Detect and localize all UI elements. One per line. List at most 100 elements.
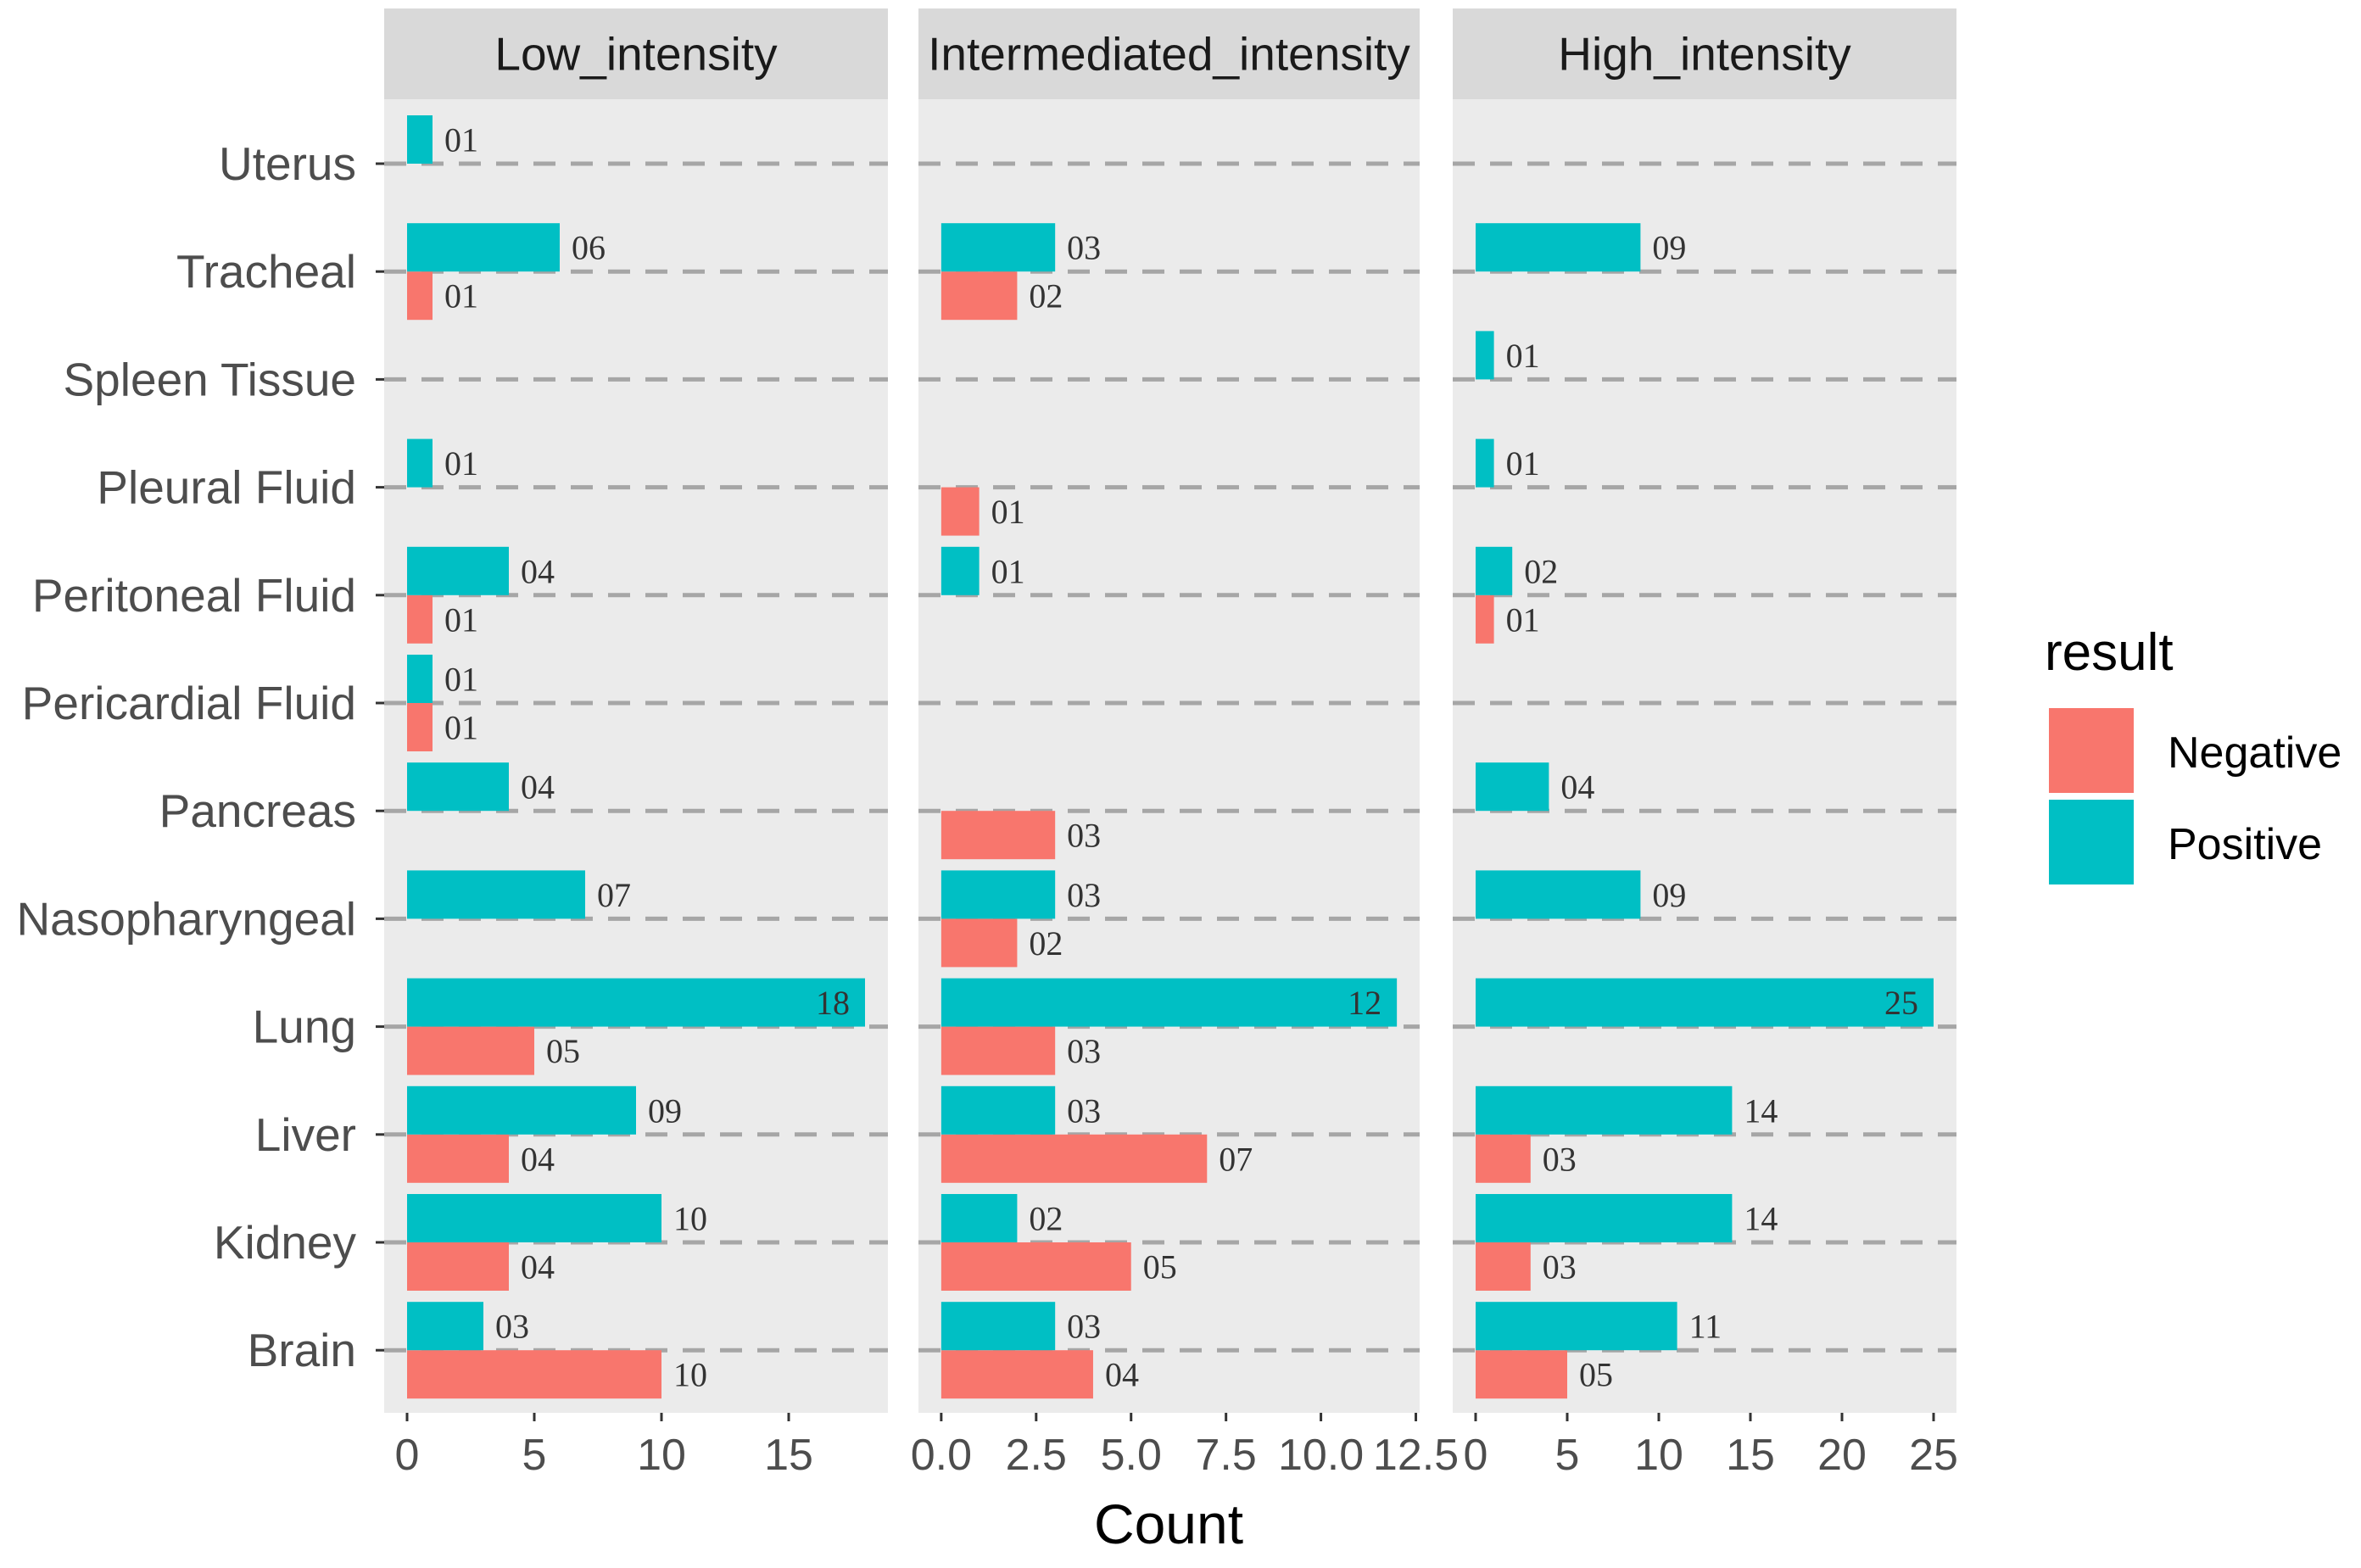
bar-negative-pancreas bbox=[940, 811, 1056, 860]
bar-negative-lung bbox=[407, 1026, 534, 1075]
x-axis: 0 5 10 15 bbox=[395, 1413, 813, 1480]
bar-positive-brain bbox=[407, 1302, 483, 1351]
bar-negative-tracheal bbox=[407, 271, 433, 321]
x-tick-label: 10.0 bbox=[1278, 1431, 1364, 1480]
bar-positive-peritoneal-fluid bbox=[940, 546, 980, 595]
bar-positive-lung bbox=[407, 978, 865, 1027]
bar-positive-liver bbox=[407, 1085, 636, 1135]
bar-negative-peritoneal-fluid bbox=[1476, 594, 1494, 644]
data-label-negative-liver: 04 bbox=[521, 1140, 555, 1178]
facet-strip bbox=[384, 8, 888, 99]
data-label-positive-peritoneal-fluid: 04 bbox=[521, 552, 555, 590]
data-label-positive-brain: 03 bbox=[495, 1308, 529, 1346]
bar-negative-brain bbox=[1476, 1350, 1567, 1399]
data-label-negative-peritoneal-fluid: 01 bbox=[1506, 600, 1540, 639]
bar-positive-lung bbox=[1476, 978, 1934, 1027]
data-label-positive-liver: 09 bbox=[648, 1091, 682, 1130]
x-tick-label: 20 bbox=[1817, 1431, 1867, 1480]
category-label-kidney: Kidney bbox=[214, 1216, 357, 1269]
bars bbox=[940, 223, 1398, 1399]
bar-negative-liver bbox=[1476, 1134, 1531, 1183]
data-label-positive-pleural-fluid: 01 bbox=[444, 444, 478, 483]
facet-low-intensity: Low_intensity010101050404100106010401040… bbox=[384, 8, 888, 1480]
bar-negative-brain bbox=[940, 1350, 1093, 1399]
data-label-positive-tracheal: 09 bbox=[1652, 229, 1686, 267]
bar-positive-pancreas bbox=[1476, 762, 1549, 812]
x-tick-label: 5 bbox=[522, 1431, 547, 1480]
data-label-positive-kidney: 14 bbox=[1744, 1200, 1778, 1238]
x-tick-label: 15 bbox=[764, 1431, 813, 1480]
bar-positive-pancreas bbox=[407, 762, 509, 812]
legend-label-positive: Positive bbox=[2168, 820, 2322, 869]
bar-negative-kidney bbox=[940, 1242, 1131, 1291]
data-label-positive-pancreas: 04 bbox=[521, 768, 555, 806]
bar-positive-pericardial-fluid bbox=[407, 655, 433, 703]
bar-positive-pleural-fluid bbox=[1476, 438, 1494, 488]
data-label-negative-pancreas: 03 bbox=[1067, 817, 1101, 855]
bar-negative-lung bbox=[940, 1026, 1056, 1075]
legend-key-positive bbox=[2049, 800, 2134, 884]
bar-positive-tracheal bbox=[940, 223, 1056, 272]
data-label-negative-tracheal: 02 bbox=[1029, 277, 1063, 315]
x-axis: 0 5 10 15 20 25 bbox=[1464, 1413, 1958, 1480]
data-label-positive-nasopharyngeal: 07 bbox=[597, 876, 631, 914]
bar-negative-liver bbox=[940, 1134, 1208, 1183]
category-label-uterus: Uterus bbox=[219, 137, 356, 190]
data-label-positive-liver: 03 bbox=[1067, 1091, 1101, 1130]
category-label-brain: Brain bbox=[248, 1324, 356, 1376]
x-tick-label: 7.5 bbox=[1196, 1431, 1257, 1480]
data-label-positive-tracheal: 03 bbox=[1067, 229, 1101, 267]
data-label-positive-brain: 11 bbox=[1689, 1308, 1722, 1346]
bar-positive-liver bbox=[940, 1085, 1056, 1135]
category-label-pleural-fluid: Pleural Fluid bbox=[97, 461, 356, 514]
x-tick-label: 5.0 bbox=[1101, 1431, 1162, 1480]
data-label-positive-tracheal: 06 bbox=[572, 229, 606, 267]
data-label-positive-kidney: 02 bbox=[1029, 1200, 1063, 1238]
data-labels: 01 03 03 05 09 01 01 02 04 09 25 14 14 11 bbox=[1506, 229, 1918, 1394]
bar-negative-pericardial-fluid bbox=[407, 703, 433, 751]
category-label-nasopharyngeal: Nasopharyngeal bbox=[16, 892, 356, 945]
x-tick-label: 0 bbox=[395, 1431, 420, 1480]
category-label-liver: Liver bbox=[255, 1108, 356, 1161]
legend-label-negative: Negative bbox=[2168, 728, 2341, 778]
bar-positive-tracheal bbox=[1476, 223, 1641, 272]
data-label-negative-kidney: 04 bbox=[521, 1248, 555, 1286]
data-label-positive-kidney: 10 bbox=[673, 1200, 707, 1238]
data-label-negative-kidney: 05 bbox=[1143, 1248, 1177, 1286]
facet-high-intensity: High_intensity01030305090101020409251414… bbox=[1453, 8, 1958, 1480]
bar-negative-tracheal bbox=[940, 271, 1018, 321]
category-label-spleen-tissue: Spleen Tissue bbox=[64, 353, 357, 405]
x-axis-title: Count bbox=[1094, 1493, 1243, 1555]
legend: result Negative Positive bbox=[2045, 623, 2341, 884]
data-labels: 01 01 01 05 04 04 10 01 06 01 04 01 04 07 18 09 10 03 bbox=[444, 121, 850, 1394]
x-tick-label: 5 bbox=[1555, 1431, 1580, 1480]
category-label-pancreas: Pancreas bbox=[159, 784, 356, 837]
x-tick-label: 10 bbox=[1634, 1431, 1683, 1480]
bar-negative-kidney bbox=[1476, 1242, 1531, 1291]
x-axis: 0.0 2.5 5.0 7.5 10.0 12.5 bbox=[911, 1413, 1459, 1480]
bar-negative-pleural-fluid bbox=[940, 487, 980, 536]
data-label-positive-pericardial-fluid: 01 bbox=[444, 661, 478, 699]
bar-positive-nasopharyngeal bbox=[940, 870, 1056, 919]
bar-positive-brain bbox=[1476, 1302, 1677, 1351]
data-label-negative-liver: 03 bbox=[1543, 1140, 1577, 1178]
x-tick-label: 15 bbox=[1726, 1431, 1775, 1480]
bar-positive-lung bbox=[940, 978, 1398, 1027]
facet-strip bbox=[918, 8, 1420, 99]
data-label-positive-nasopharyngeal: 09 bbox=[1652, 876, 1686, 914]
bar-negative-peritoneal-fluid bbox=[407, 594, 433, 644]
category-label-lung: Lung bbox=[253, 1001, 356, 1053]
data-label-positive-liver: 14 bbox=[1744, 1091, 1778, 1130]
bar-positive-kidney bbox=[940, 1194, 1018, 1242]
x-tick-label: 10 bbox=[637, 1431, 686, 1480]
bars bbox=[407, 115, 865, 1399]
panel-background bbox=[384, 99, 888, 1413]
data-label-negative-brain: 04 bbox=[1105, 1356, 1139, 1394]
facet-title: High_intensity bbox=[1558, 28, 1851, 81]
data-label-negative-tracheal: 01 bbox=[444, 277, 478, 315]
data-label-positive-pancreas: 04 bbox=[1560, 768, 1594, 806]
legend-title: result bbox=[2045, 623, 2174, 682]
bar-negative-nasopharyngeal bbox=[940, 918, 1018, 968]
